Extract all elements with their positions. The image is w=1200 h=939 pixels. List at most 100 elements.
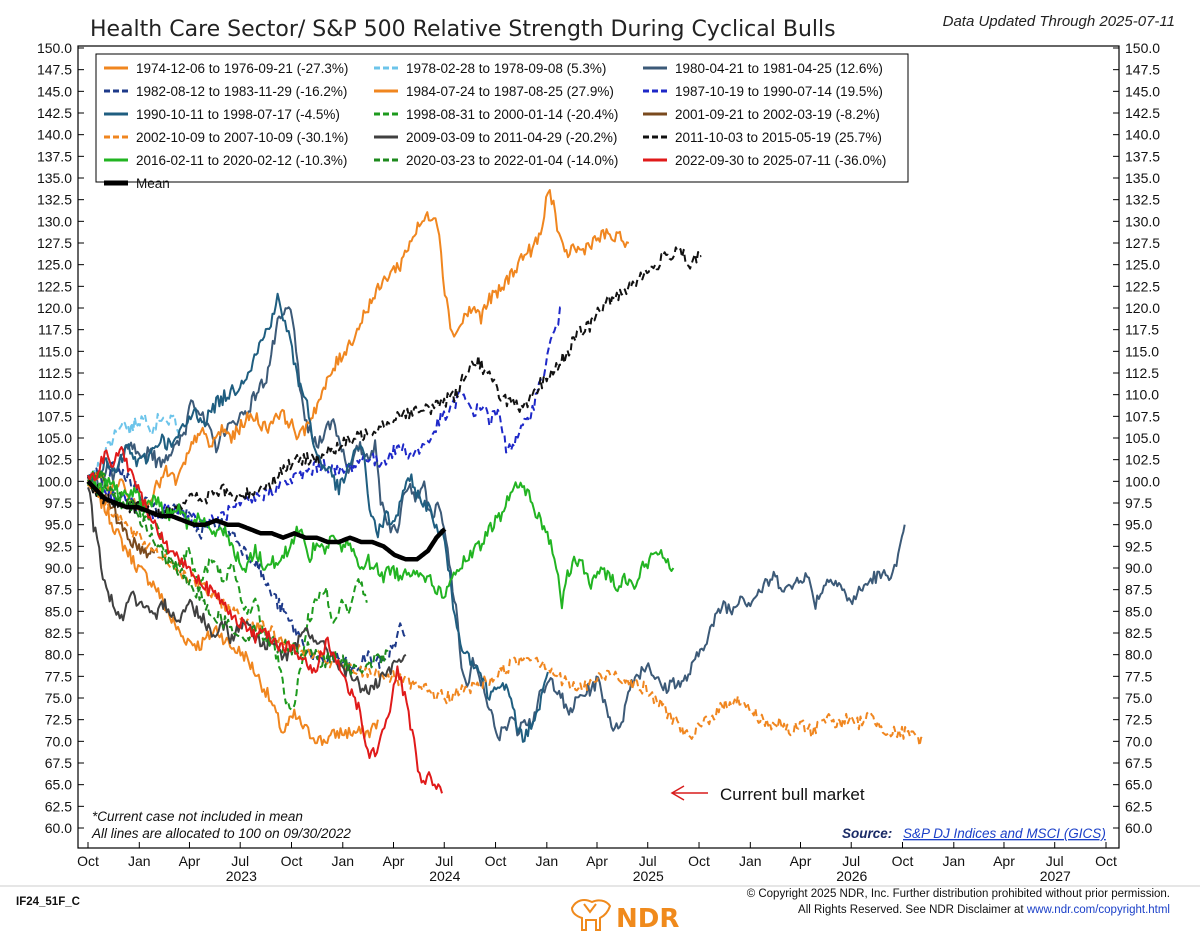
y-tick-label-right: 145.0: [1125, 83, 1160, 99]
x-tick-label: Jul: [231, 853, 249, 869]
y-tick-label-right: 80.0: [1125, 647, 1152, 663]
x-tick-label: Apr: [790, 853, 812, 869]
legend-label: 1987-10-19 to 1990-07-14 (19.5%): [675, 84, 883, 99]
y-tick-label-left: 60.0: [45, 820, 72, 836]
y-tick-label-left: 67.5: [45, 755, 72, 771]
series-line-12: [87, 476, 675, 610]
y-tick-label-right: 140.0: [1125, 127, 1160, 143]
y-tick-label-right: 115.0: [1125, 343, 1159, 359]
y-tick-label-right: 137.5: [1125, 148, 1160, 164]
y-tick-label-right: 92.5: [1125, 538, 1152, 554]
x-tick-label: Jan: [943, 853, 966, 869]
y-tick-label-right: 110.0: [1125, 387, 1159, 403]
y-tick-label-left: 62.5: [45, 798, 72, 814]
y-tick-label-right: 62.5: [1125, 798, 1152, 814]
source-label: Source:: [842, 826, 892, 841]
y-tick-label-left: 107.5: [37, 408, 72, 424]
legend-label: 1998-08-31 to 2000-01-14 (-20.4%): [406, 107, 618, 122]
legend-label: 1980-04-21 to 1981-04-25 (12.6%): [675, 61, 883, 76]
y-tick-label-right: 130.0: [1125, 213, 1160, 229]
y-tick-label-left: 132.5: [37, 192, 72, 208]
y-tick-label-left: 105.0: [37, 430, 72, 446]
x-tick-label: Apr: [586, 853, 608, 869]
y-tick-label-left: 70.0: [45, 733, 72, 749]
y-tick-label-left: 147.5: [37, 62, 72, 78]
legend-label: 1974-12-06 to 1976-09-21 (-27.3%): [136, 61, 348, 76]
y-tick-label-left: 77.5: [45, 668, 72, 684]
y-tick-label-right: 127.5: [1125, 235, 1160, 251]
x-tick-label: Oct: [688, 853, 710, 869]
x-tick-label: Jul: [1046, 853, 1064, 869]
y-tick-label-right: 147.5: [1125, 62, 1160, 78]
y-tick-label-left: 87.5: [45, 582, 72, 598]
series-line-4: [87, 189, 630, 513]
x-tick-label: Jan: [128, 853, 151, 869]
legend-label: 2009-03-09 to 2011-04-29 (-20.2%): [406, 130, 617, 145]
y-tick-label-left: 92.5: [45, 538, 72, 554]
source-link[interactable]: S&P DJ Indices and MSCI (GICS): [903, 826, 1106, 841]
legend-label: Mean: [136, 176, 170, 191]
y-tick-label-left: 95.0: [45, 517, 72, 533]
series-line-15: [86, 479, 447, 562]
y-tick-label-right: 132.5: [1125, 192, 1160, 208]
x-year-label: 2025: [633, 868, 664, 884]
y-tick-label-right: 107.5: [1125, 408, 1160, 424]
x-axis: Oct Jan Apr Jul Oct Jan Apr Jul Oct Jan Apr Jul Oct J…: [77, 842, 1117, 869]
y-tick-label-left: 120.0: [37, 300, 72, 316]
y-tick-label-left: 125.0: [37, 257, 72, 273]
legend-label: 2011-10-03 to 2015-05-19 (25.7%): [675, 130, 882, 145]
y-tick-label-left: 110.0: [38, 387, 72, 403]
x-tick-label: Jul: [639, 853, 657, 869]
y-tick-label-right: 97.5: [1125, 495, 1152, 511]
y-tick-label-left: 72.5: [45, 712, 72, 728]
legend-label: 2002-10-09 to 2007-10-09 (-30.1%): [136, 130, 348, 145]
x-tick-label: Jan: [331, 853, 354, 869]
y-tick-label-right: 112.5: [1125, 365, 1159, 381]
series-line-10: [87, 487, 407, 696]
legend-label: 1990-10-11 to 1998-07-17 (-4.5%): [136, 107, 340, 122]
x-tick-label: Jul: [435, 853, 453, 869]
y-tick-label-left: 127.5: [37, 235, 72, 251]
y-tick-label-left: 142.5: [37, 105, 72, 121]
y-tick-label-left: 75.0: [45, 690, 72, 706]
y-tick-label-left: 85.0: [45, 603, 72, 619]
legend-label: 2001-09-21 to 2002-03-19 (-8.2%): [675, 107, 880, 122]
note-allocated-100: All lines are allocated to 100 on 09/30/…: [91, 826, 351, 841]
ndr-logo: NDR: [570, 899, 679, 934]
x-tick-label: Apr: [179, 853, 201, 869]
y-tick-label-left: 145.0: [37, 83, 72, 99]
y-tick-label-right: 95.0: [1125, 517, 1152, 533]
annotation-text: Current bull market: [720, 785, 865, 804]
x-tick-label: Oct: [77, 853, 99, 869]
y-tick-label-left: 137.5: [37, 148, 72, 164]
y-tick-label-right: 60.0: [1125, 820, 1152, 836]
y-tick-label-right: 82.5: [1125, 625, 1152, 641]
plot-area: [77, 45, 1120, 849]
y-tick-label-left: 135.0: [37, 170, 72, 186]
copyright-link[interactable]: www.ndr.com/copyright.html: [1026, 904, 1170, 916]
copyright-line-2: All Rights Reserved. See NDR Disclaimer …: [798, 904, 1170, 916]
y-tick-label-left: 122.5: [37, 278, 72, 294]
y-tick-label-left: 150.0: [37, 40, 72, 56]
x-tick-label: Apr: [993, 853, 1015, 869]
series-line-14: [87, 446, 443, 794]
y-tick-label-left: 112.5: [38, 365, 72, 381]
y-tick-label-right: 75.0: [1125, 690, 1152, 706]
legend-label: 1982-08-12 to 1983-11-29 (-16.2%): [136, 84, 347, 99]
series-line-2: [87, 306, 906, 742]
current-bull-annotation: Current bull market: [670, 785, 865, 804]
copyright-line-2-text: All Rights Reserved. See NDR Disclaimer …: [798, 904, 1027, 916]
x-tick-label: Jul: [842, 853, 860, 869]
series-line-11: [87, 246, 702, 520]
annotation-arrow-head: [670, 785, 685, 801]
legend-label: 2022-09-30 to 2025-07-11 (-36.0%): [675, 153, 886, 168]
x-year-label: 2026: [836, 868, 867, 884]
y-tick-label-right: 90.0: [1125, 560, 1152, 576]
chart-title: Health Care Sector/ S&P 500 Relative Str…: [90, 17, 836, 42]
ndr-logo-text: NDR: [616, 904, 679, 934]
legend: 1974-12-06 to 1976-09-21 (-27.3%) 1978-02…: [104, 61, 886, 191]
y-tick-label-right: 105.0: [1125, 430, 1160, 446]
y-tick-label-right: 102.5: [1125, 452, 1160, 468]
y-tick-label-right: 135.0: [1125, 170, 1160, 186]
